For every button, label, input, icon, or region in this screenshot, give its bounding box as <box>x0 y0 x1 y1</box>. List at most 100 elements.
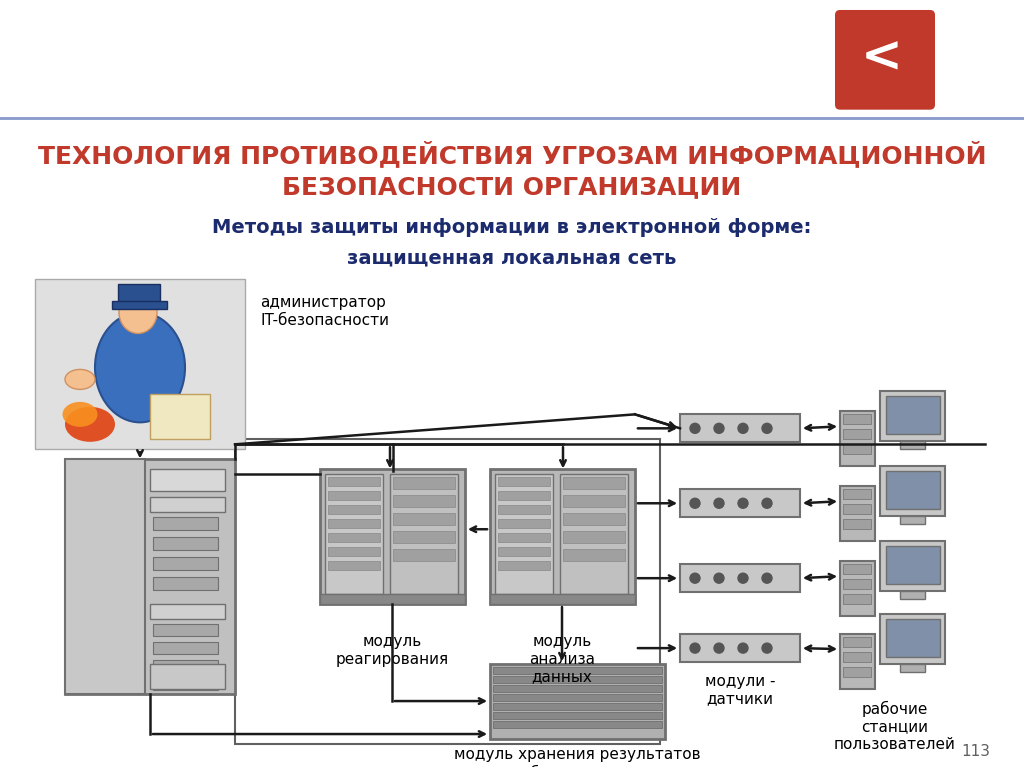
Bar <box>900 516 925 525</box>
Bar <box>153 578 218 590</box>
Bar <box>563 513 625 525</box>
Text: рабочие
станции
пользователей: рабочие станции пользователей <box>835 701 956 752</box>
Bar <box>498 533 550 542</box>
Bar <box>153 660 218 672</box>
Bar <box>150 497 225 512</box>
Bar <box>495 474 553 594</box>
Bar <box>325 474 383 594</box>
Text: ТЕХНОЛОГИЯ ПРОТИВОДЕЙСТВИЯ УГРОЗАМ ИНФОРМАЦИОННОЙ: ТЕХНОЛОГИЯ ПРОТИВОДЕЙСТВИЯ УГРОЗАМ ИНФОР… <box>38 141 986 168</box>
Bar <box>65 459 234 694</box>
Text: 113: 113 <box>961 744 990 759</box>
Bar <box>880 391 945 441</box>
Circle shape <box>690 573 700 583</box>
Bar <box>150 394 210 439</box>
Bar <box>112 301 167 309</box>
Bar <box>150 664 225 689</box>
Circle shape <box>762 499 772 509</box>
Bar <box>153 678 218 690</box>
Circle shape <box>762 423 772 433</box>
Circle shape <box>762 573 772 583</box>
Text: модуль хранения результатов
работы системы: модуль хранения результатов работы систе… <box>454 747 700 767</box>
Bar <box>498 519 550 528</box>
Bar <box>493 712 662 719</box>
Bar <box>840 634 874 689</box>
Bar <box>153 557 218 570</box>
Bar <box>498 561 550 570</box>
Bar <box>843 489 871 499</box>
Circle shape <box>738 643 748 653</box>
Bar <box>393 495 455 507</box>
Bar <box>493 703 662 710</box>
Text: модули -
датчики: модули - датчики <box>705 674 775 706</box>
Bar <box>843 430 871 439</box>
Bar <box>560 474 628 594</box>
Ellipse shape <box>95 312 185 423</box>
Bar <box>843 667 871 677</box>
Bar <box>328 505 380 514</box>
Bar <box>328 533 380 542</box>
Circle shape <box>714 573 724 583</box>
Bar <box>886 397 940 434</box>
Bar <box>393 549 455 561</box>
Text: УНИВЕРСИТЕТ: УНИВЕРСИТЕТ <box>950 37 1024 47</box>
Bar <box>563 549 625 561</box>
Bar <box>900 591 925 599</box>
Bar <box>493 676 662 683</box>
Bar <box>563 495 625 507</box>
Bar <box>843 519 871 529</box>
Bar <box>843 594 871 604</box>
Bar <box>118 285 160 302</box>
Circle shape <box>738 499 748 509</box>
Bar <box>490 469 635 604</box>
Circle shape <box>714 499 724 509</box>
Text: <: < <box>861 34 903 82</box>
Text: 4.3 Методы противодействия угрозам информационной безопасности: 4.3 Методы противодействия угрозам инфор… <box>30 31 650 49</box>
Bar <box>393 477 455 489</box>
Text: организации со стороны ее персонала: организации со стороны ее персонала <box>30 73 370 91</box>
FancyBboxPatch shape <box>835 10 935 110</box>
Text: модуль
реагирования: модуль реагирования <box>336 634 449 667</box>
Bar <box>900 664 925 672</box>
Bar <box>498 547 550 556</box>
Bar <box>328 477 380 486</box>
Bar <box>153 537 218 550</box>
Bar <box>886 471 940 509</box>
Bar <box>319 594 465 604</box>
Bar <box>328 519 380 528</box>
Ellipse shape <box>119 291 157 334</box>
Text: модуль
анализа
данных: модуль анализа данных <box>529 634 595 684</box>
Bar <box>680 489 800 517</box>
Bar <box>35 279 245 449</box>
Circle shape <box>690 499 700 509</box>
Circle shape <box>762 643 772 653</box>
Bar <box>393 513 455 525</box>
Bar <box>840 561 874 616</box>
Bar <box>843 579 871 589</box>
Bar <box>493 721 662 728</box>
Bar <box>490 664 665 739</box>
Bar <box>886 619 940 657</box>
Bar <box>843 565 871 574</box>
Text: Методы защиты информации в электронной форме:: Методы защиты информации в электронной ф… <box>212 218 812 237</box>
Text: БЕЗОПАСНОСТИ ОРГАНИЗАЦИИ: БЕЗОПАСНОСТИ ОРГАНИЗАЦИИ <box>283 176 741 199</box>
Text: защищенная локальная сеть: защищенная локальная сеть <box>347 248 677 267</box>
Bar <box>880 542 945 591</box>
Bar <box>493 694 662 701</box>
Circle shape <box>738 423 748 433</box>
Bar <box>563 532 625 543</box>
Circle shape <box>714 423 724 433</box>
Bar <box>319 469 465 604</box>
Bar <box>498 505 550 514</box>
Bar <box>328 547 380 556</box>
Circle shape <box>738 573 748 583</box>
Bar <box>680 414 800 443</box>
Bar <box>843 652 871 662</box>
Bar <box>153 642 218 654</box>
Bar <box>234 439 660 744</box>
Bar <box>843 504 871 514</box>
Bar <box>886 546 940 584</box>
Bar <box>490 594 635 604</box>
Bar <box>880 466 945 516</box>
Circle shape <box>690 643 700 653</box>
Bar <box>880 614 945 664</box>
